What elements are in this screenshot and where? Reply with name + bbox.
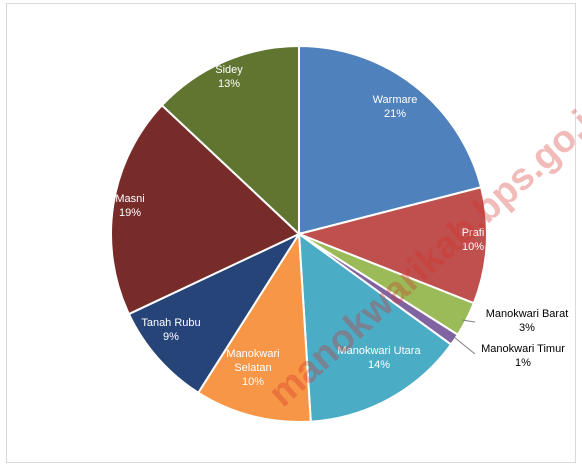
pie-slice-sidey xyxy=(160,44,300,237)
pie-slice-prafi xyxy=(295,186,488,305)
slice-label-warmare: Warmare 21% xyxy=(373,94,418,120)
pie-slice-warmare xyxy=(298,44,483,236)
pie-slice-masni xyxy=(110,103,301,316)
pie-slice-manokwari-selatan xyxy=(196,230,312,423)
pie-slice-manokwari-utara xyxy=(297,231,453,423)
slice-label-manokwari-selatan: Manokwari Selatan 10% xyxy=(226,348,279,388)
slice-label-prafi: Prafi 10% xyxy=(462,227,485,253)
leader-line-manokwari-barat xyxy=(461,319,476,323)
slice-label-sidey: Sidey 13% xyxy=(215,64,243,90)
pie-chart: Warmare 21% Prafi 10% Manokwari Barat 3% Manok… xyxy=(110,44,569,423)
slice-label-manokwari-utara: Manokwari Utara 14% xyxy=(337,345,421,371)
slice-label-manokwari-timur: Manokwari Timur 1% xyxy=(481,343,565,369)
slice-label-tanah-rubu: Tanah Rubu 9% xyxy=(141,317,200,343)
chart-frame: Warmare 21% Prafi 10% Manokwari Barat 3% Manok… xyxy=(6,3,576,463)
slice-label-masni: Masni 19% xyxy=(115,193,144,219)
leader-line-manokwari-timur xyxy=(453,336,476,355)
slice-label-manokwari-barat: Manokwari Barat 3% xyxy=(486,308,569,334)
pie-slice-tanah-rubu xyxy=(127,231,302,395)
